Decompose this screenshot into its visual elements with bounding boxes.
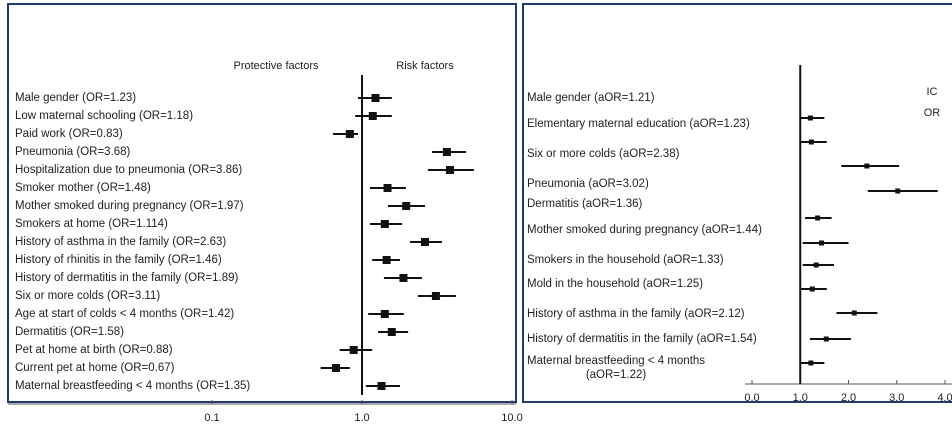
category-label: Smokers at home (OR=1.114) [15, 218, 168, 230]
category-label: Six or more colds (OR=3.11) [15, 290, 161, 302]
category-label: Smoker mother (OR=1.48) [15, 182, 151, 194]
category-label: Maternal breastfeeding < 4 months (aOR=1… [527, 355, 706, 381]
or-marker [808, 139, 814, 145]
category-label: Dermatitis (aOR=1.36) [527, 198, 643, 210]
category-label: Low maternal schooling (OR=1.18) [15, 110, 194, 122]
or-marker [402, 202, 411, 210]
left-frame [7, 3, 517, 403]
category-label: Pneumonia (OR=3.68) [15, 146, 131, 158]
or-marker [399, 274, 408, 282]
category-label: History of asthma in the family (OR=2.63… [15, 236, 227, 248]
or-marker [345, 130, 354, 138]
or-marker [349, 346, 358, 354]
or-marker [383, 184, 392, 192]
legend-label: OR [924, 107, 941, 119]
or-marker [808, 360, 814, 366]
category-label: Mold in the household (aOR=1.25) [527, 278, 704, 290]
or-marker [809, 286, 815, 292]
category-label: History of asthma in the family (aOR=2.1… [527, 308, 745, 320]
category-label: Male gender (OR=1.23) [15, 92, 137, 104]
legend-box [875, 84, 952, 122]
x-tick-label: 1.0 [793, 392, 808, 404]
or-marker [445, 166, 454, 174]
or-marker [442, 148, 451, 156]
or-marker [864, 163, 870, 169]
category-label: Paid work (OR=0.83) [15, 128, 123, 140]
x-tick-label: 0.1 [204, 412, 219, 424]
or-marker [851, 310, 857, 316]
category-label: Mother smoked during pregnancy (aOR=1.44… [527, 224, 762, 236]
header-left: Protective factors [234, 60, 319, 72]
or-marker [387, 328, 396, 336]
or-marker [368, 112, 377, 120]
or-marker [818, 240, 824, 246]
category-label: Pet at home at birth (OR=0.88) [15, 344, 173, 356]
x-tick-label: 4.0 [937, 392, 952, 404]
category-label: Age at start of colds < 4 months (OR=1.4… [15, 308, 235, 320]
category-label: History of dermatitis in the family (OR=… [15, 272, 239, 284]
category-label: History of dermatitis in the family (aOR… [527, 333, 757, 345]
x-tick-label: 0.0 [744, 392, 759, 404]
category-label: Smokers in the household (aOR=1.33) [527, 254, 724, 266]
right-frame [522, 3, 952, 403]
category-label: Pneumonia (aOR=3.02) [527, 178, 649, 190]
or-marker [823, 336, 829, 342]
x-tick-label: 2.0 [841, 392, 856, 404]
or-marker [382, 256, 391, 264]
category-label: Hospitalization due to pneumonia (OR=3.8… [15, 164, 243, 176]
or-marker [371, 94, 380, 102]
category-label: Maternal breastfeeding < 4 months (OR=1.… [15, 380, 251, 392]
or-marker [813, 262, 819, 268]
or-marker [431, 292, 440, 300]
or-marker [807, 115, 813, 121]
category-label: Mother smoked during pregnancy (OR=1.97) [15, 200, 244, 212]
header-right: Risk factors [396, 60, 454, 72]
or-marker [895, 188, 901, 194]
x-tick-label: 3.0 [889, 392, 904, 404]
category-label: Dermatitis (OR=1.58) [15, 326, 124, 338]
x-tick-label: 1.0 [354, 412, 369, 424]
category-label: Male gender (aOR=1.21) [527, 92, 655, 104]
or-marker [420, 238, 429, 246]
category-label: Six or more colds (aOR=2.38) [527, 148, 680, 160]
or-marker [380, 310, 389, 318]
or-marker [377, 382, 386, 390]
or-marker [380, 220, 389, 228]
legend-label: IC [927, 86, 938, 98]
category-label: Elementary maternal education (aOR=1.23) [527, 118, 750, 130]
or-marker [815, 215, 821, 221]
category-label: Current pet at home (OR=0.67) [15, 362, 175, 374]
category-label: History of rhinitis in the family (OR=1.… [15, 254, 222, 266]
x-tick-label: 10.0 [501, 412, 522, 424]
or-marker [331, 364, 340, 372]
